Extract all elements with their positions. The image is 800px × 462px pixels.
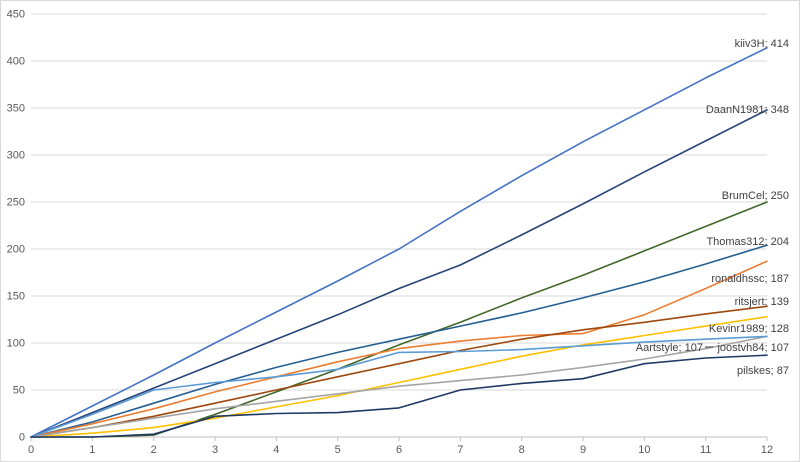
x-tick-label: 11 xyxy=(700,444,711,456)
series-end-label-Kevinr1989: Kevinr1989; 128 xyxy=(709,323,789,335)
y-tick-label: 250 xyxy=(7,197,25,209)
y-tick-label: 200 xyxy=(7,244,25,256)
y-tick-label: 150 xyxy=(7,291,25,303)
series-end-label-ritsjert: ritsjert; 139 xyxy=(735,296,789,308)
series-end-label-pilskes: pilskes; 87 xyxy=(737,365,789,377)
y-tick-label: 350 xyxy=(7,103,25,115)
y-tick-label: 50 xyxy=(13,385,25,397)
x-tick-label: 9 xyxy=(580,444,586,456)
series-line-joostvh84 xyxy=(30,335,768,438)
y-tick-label: 400 xyxy=(7,56,25,68)
series-line-kiiv3H xyxy=(30,46,768,438)
series-line-ronaldhssc xyxy=(30,260,768,438)
y-tick-label: 100 xyxy=(7,338,25,350)
x-tick-label: 4 xyxy=(273,444,279,456)
series-end-label-ronaldhssc: ronaldhssc; 187 xyxy=(711,273,789,285)
x-tick-label: 12 xyxy=(761,444,773,456)
x-tick-label: 2 xyxy=(151,444,157,456)
series-end-label-Aartstyle: Aartstyle; 107 xyxy=(636,342,703,354)
x-tick-label: 7 xyxy=(457,444,463,456)
series-end-label-joostvh84: joostvh84; 107 xyxy=(716,342,789,354)
x-tick-label: 3 xyxy=(212,444,218,456)
y-tick-label: 0 xyxy=(19,432,25,444)
series-end-label-kiiv3H: kiiv3H; 414 xyxy=(735,38,789,50)
x-tick-label: 10 xyxy=(638,444,650,456)
x-tick-label: 6 xyxy=(396,444,402,456)
x-tick-label: 8 xyxy=(519,444,525,456)
series-line-Kevinr1989 xyxy=(30,315,768,438)
series-line-pilskes xyxy=(30,354,768,438)
series-end-label-DaanN1981: DaanN1981; 348 xyxy=(706,104,789,116)
series-end-label-BrumCel: BrumCel; 250 xyxy=(722,190,789,202)
x-tick-label: 5 xyxy=(335,444,341,456)
series-line-Aartstyle xyxy=(30,335,768,438)
x-tick-label: 1 xyxy=(89,444,95,456)
series-line-DaanN1981 xyxy=(30,109,768,438)
series-line-BrumCel xyxy=(30,201,768,438)
series-end-label-Thomas312: Thomas312; 204 xyxy=(706,236,789,248)
y-tick-label: 450 xyxy=(7,9,25,21)
series-line-ritsjert xyxy=(30,305,768,438)
y-tick-label: 300 xyxy=(7,150,25,162)
x-tick-label: 0 xyxy=(28,444,34,456)
series-line-Thomas312 xyxy=(30,244,768,438)
